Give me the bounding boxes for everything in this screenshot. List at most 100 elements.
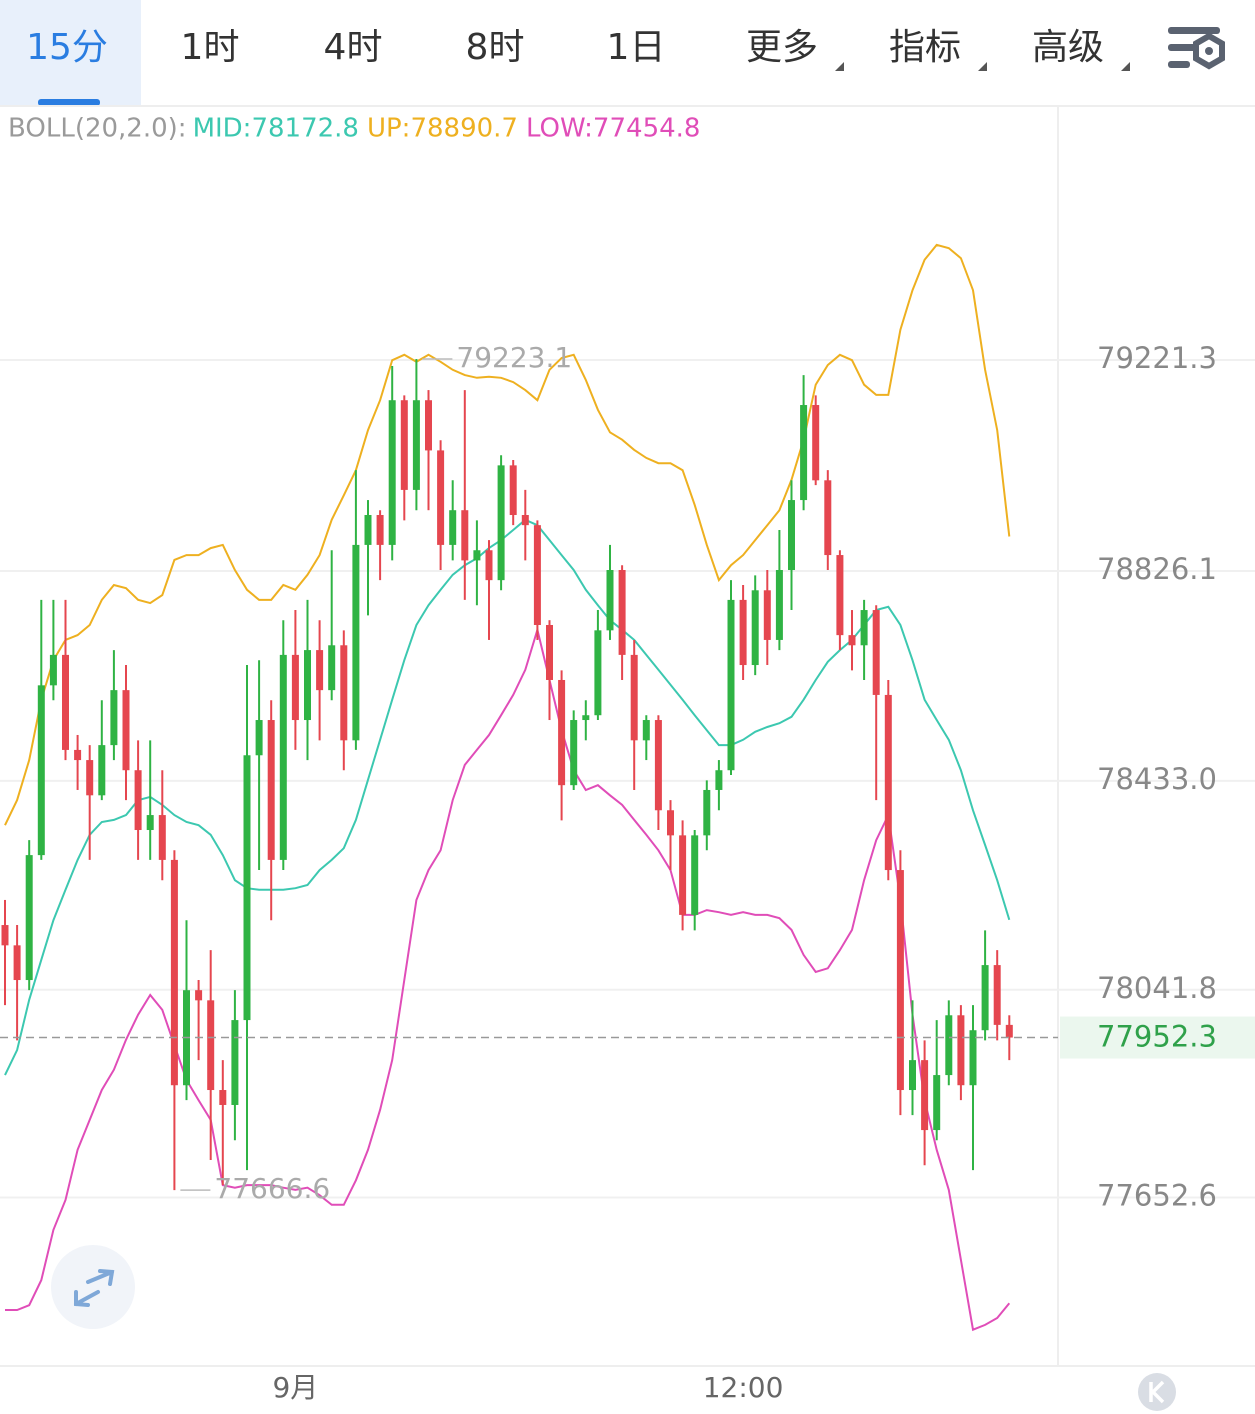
labels: 79221.3 78826.1 78433.0 78041.8 77652.6 9月 12:… bbox=[0, 341, 1255, 1404]
y-tick-label: 78433.0 bbox=[1097, 762, 1217, 796]
active-tab-bg bbox=[0, 0, 141, 105]
candle-body bbox=[909, 1060, 916, 1091]
candle-body bbox=[727, 599, 735, 771]
candle-body bbox=[122, 690, 130, 771]
candle-body bbox=[425, 400, 432, 451]
candle-body bbox=[219, 1090, 227, 1105]
expand-button[interactable] bbox=[51, 1245, 135, 1329]
candle-body bbox=[945, 1015, 953, 1076]
candle-body bbox=[896, 870, 904, 1091]
candle-body bbox=[993, 965, 1001, 1025]
candle-body bbox=[400, 400, 408, 490]
candle-body bbox=[449, 510, 457, 545]
candle-body bbox=[691, 835, 699, 915]
y-tick-label: 78041.8 bbox=[1097, 971, 1217, 1005]
candle-body bbox=[37, 685, 45, 856]
tab[interactable]: 1时 bbox=[181, 27, 240, 68]
candle-body bbox=[679, 835, 687, 915]
candle-body bbox=[412, 400, 420, 490]
candle-body bbox=[195, 990, 203, 1001]
candle-body bbox=[388, 400, 396, 545]
candle-body bbox=[703, 789, 711, 836]
candle-body bbox=[618, 570, 626, 655]
candle-body bbox=[437, 450, 445, 545]
settings-icon[interactable] bbox=[1168, 27, 1225, 70]
tab[interactable]: 高级 bbox=[1032, 27, 1104, 68]
candle-body bbox=[49, 654, 57, 686]
candle-body bbox=[606, 570, 614, 631]
candle-body bbox=[207, 1000, 215, 1091]
candle-body bbox=[243, 755, 251, 1021]
candle-body bbox=[981, 965, 989, 1031]
candle-body bbox=[170, 859, 178, 1086]
candle-body bbox=[461, 510, 469, 561]
candle-body bbox=[376, 515, 384, 545]
candle-body bbox=[485, 550, 493, 581]
candle-body bbox=[110, 690, 118, 746]
dropdown-caret bbox=[978, 62, 987, 71]
candle-body bbox=[231, 1020, 239, 1105]
candle-body bbox=[533, 525, 541, 625]
candle-body bbox=[158, 815, 166, 860]
candle-body bbox=[788, 500, 795, 571]
candle-body bbox=[134, 770, 142, 831]
candle-body bbox=[304, 650, 311, 721]
tab[interactable]: 4时 bbox=[324, 27, 383, 68]
candle-body bbox=[763, 590, 771, 640]
x-tick-label: 12:00 bbox=[703, 1371, 784, 1404]
current-price-box bbox=[1060, 1016, 1255, 1059]
x-tick-label: 9月 bbox=[272, 1371, 318, 1404]
candle-body bbox=[340, 645, 348, 741]
candle-body bbox=[291, 654, 299, 721]
candle-body bbox=[582, 715, 590, 721]
tab[interactable]: 更多 bbox=[746, 27, 818, 68]
tab[interactable]: 1日 bbox=[607, 27, 666, 68]
candle-body bbox=[86, 760, 94, 796]
candle-body bbox=[352, 544, 360, 741]
candle-body bbox=[98, 745, 106, 796]
candle-body bbox=[848, 635, 856, 646]
candle-body bbox=[630, 654, 638, 741]
active-tab-indicator bbox=[38, 99, 100, 106]
candle-body bbox=[872, 610, 880, 695]
indicator-label: BOLL(20,2.0): bbox=[8, 114, 187, 144]
y-tick-label: 78826.1 bbox=[1097, 552, 1217, 586]
candle-body bbox=[884, 694, 892, 871]
tab[interactable]: 指标 bbox=[889, 27, 961, 68]
candle-body bbox=[146, 815, 154, 831]
boll-line bbox=[4, 243, 1011, 826]
tab[interactable]: 15分 bbox=[26, 27, 108, 68]
current-price-label: 77952.3 bbox=[1097, 1020, 1217, 1054]
candle-body bbox=[497, 465, 505, 581]
candle-body bbox=[751, 590, 759, 666]
candles bbox=[1, 359, 1013, 1191]
legend-entry: LOW:77454.8 bbox=[526, 114, 700, 144]
candle-body bbox=[824, 480, 832, 556]
candle-body bbox=[509, 465, 517, 516]
candle-body bbox=[328, 645, 336, 691]
y-tick-label: 77652.6 bbox=[1097, 1179, 1217, 1213]
candle-body bbox=[654, 720, 662, 811]
candle-body bbox=[279, 654, 287, 860]
candle-body bbox=[800, 405, 808, 501]
candle-body bbox=[933, 1075, 941, 1131]
boll-bands bbox=[4, 243, 1011, 1332]
max-annotation: 79223.1 bbox=[456, 341, 572, 374]
min-annotation: 77666.6 bbox=[214, 1172, 330, 1205]
candle-body bbox=[13, 945, 21, 981]
candle-body bbox=[739, 599, 747, 666]
candle-body bbox=[255, 720, 263, 756]
candle-body bbox=[836, 555, 844, 636]
candle-body bbox=[558, 679, 566, 786]
y-tick-label: 79221.3 bbox=[1097, 341, 1217, 375]
boll-line bbox=[4, 518, 1011, 1076]
legend-entry: MID:78172.8 bbox=[193, 114, 359, 144]
tab[interactable]: 8时 bbox=[466, 27, 525, 68]
candle-body bbox=[957, 1015, 965, 1086]
candle-body bbox=[1, 925, 9, 946]
kline-button[interactable] bbox=[1138, 1373, 1176, 1411]
boll-line bbox=[5, 625, 1011, 1332]
candle-body bbox=[546, 624, 553, 680]
